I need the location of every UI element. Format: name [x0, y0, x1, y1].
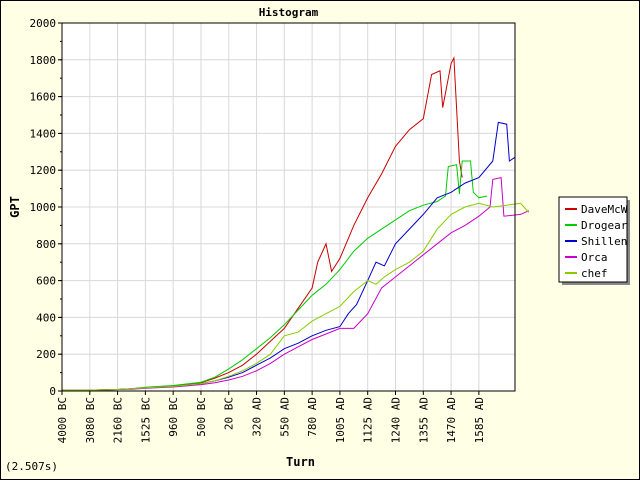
x-tick-label: 1125 AD — [362, 397, 375, 443]
y-axis-title: GPT — [8, 196, 22, 218]
x-tick-label: 780 AD — [306, 397, 319, 437]
y-tick-label: 200 — [36, 348, 56, 361]
y-tick-label: 1600 — [30, 91, 57, 104]
x-tick-label: 3080 BC — [84, 397, 97, 443]
x-tick-label: 1585 AD — [473, 397, 486, 443]
x-tick-label: 1240 AD — [389, 397, 402, 443]
legend-box — [558, 196, 628, 283]
y-tick-label: 0 — [49, 385, 56, 398]
plot-area — [61, 22, 516, 392]
x-tick-label: 1355 AD — [417, 397, 430, 443]
series-line-drogear — [62, 160, 488, 391]
y-tick-label: 600 — [36, 275, 56, 288]
legend-label: Drogear — [581, 219, 628, 232]
y-tick-label: 2000 — [30, 17, 57, 30]
legend-label: Orca — [581, 251, 608, 264]
legend-label: chef — [581, 267, 608, 280]
x-tick-label: 320 AD — [251, 397, 264, 437]
legend: DaveMcW Drogear Shillen Orca chef — [558, 196, 630, 285]
series-lines — [62, 56, 530, 391]
x-axis-ticks: 4000 BC 3080 BC 2160 BC 1525 BC 960 BC 500 BC… — [56, 391, 486, 443]
y-tick-label: 400 — [36, 311, 56, 324]
chart-title: Histogram — [259, 6, 319, 19]
x-tick-label: 960 BC — [167, 397, 180, 437]
y-tick-label: 1000 — [30, 201, 57, 214]
legend-label: Shillen — [581, 235, 627, 248]
x-tick-label: 550 AD — [278, 397, 291, 437]
grid — [61, 22, 515, 392]
y-tick-label: 1400 — [30, 127, 57, 140]
x-tick-label: 500 BC — [195, 397, 208, 437]
x-axis-title: Turn — [286, 455, 315, 469]
y-tick-label: 1200 — [30, 164, 57, 177]
x-tick-label: 2160 BC — [112, 397, 125, 443]
y-tick-label: 800 — [36, 238, 56, 251]
series-line-orca — [62, 176, 530, 391]
x-tick-label: 20 BC — [223, 397, 236, 430]
y-tick-label: 1800 — [30, 54, 57, 67]
x-tick-label: 1470 AD — [445, 397, 458, 443]
legend-label: DaveMcW — [581, 203, 628, 216]
x-tick-label: 1525 BC — [139, 397, 152, 443]
x-tick-label: 1005 AD — [334, 397, 347, 443]
series-line-chef — [62, 202, 530, 391]
render-time-label: (2.507s) — [5, 460, 58, 473]
x-tick-label: 4000 BC — [56, 397, 69, 443]
y-axis-ticks: 0 200 400 600 800 1000 1200 1400 1600 1800 2000 — [30, 17, 62, 398]
